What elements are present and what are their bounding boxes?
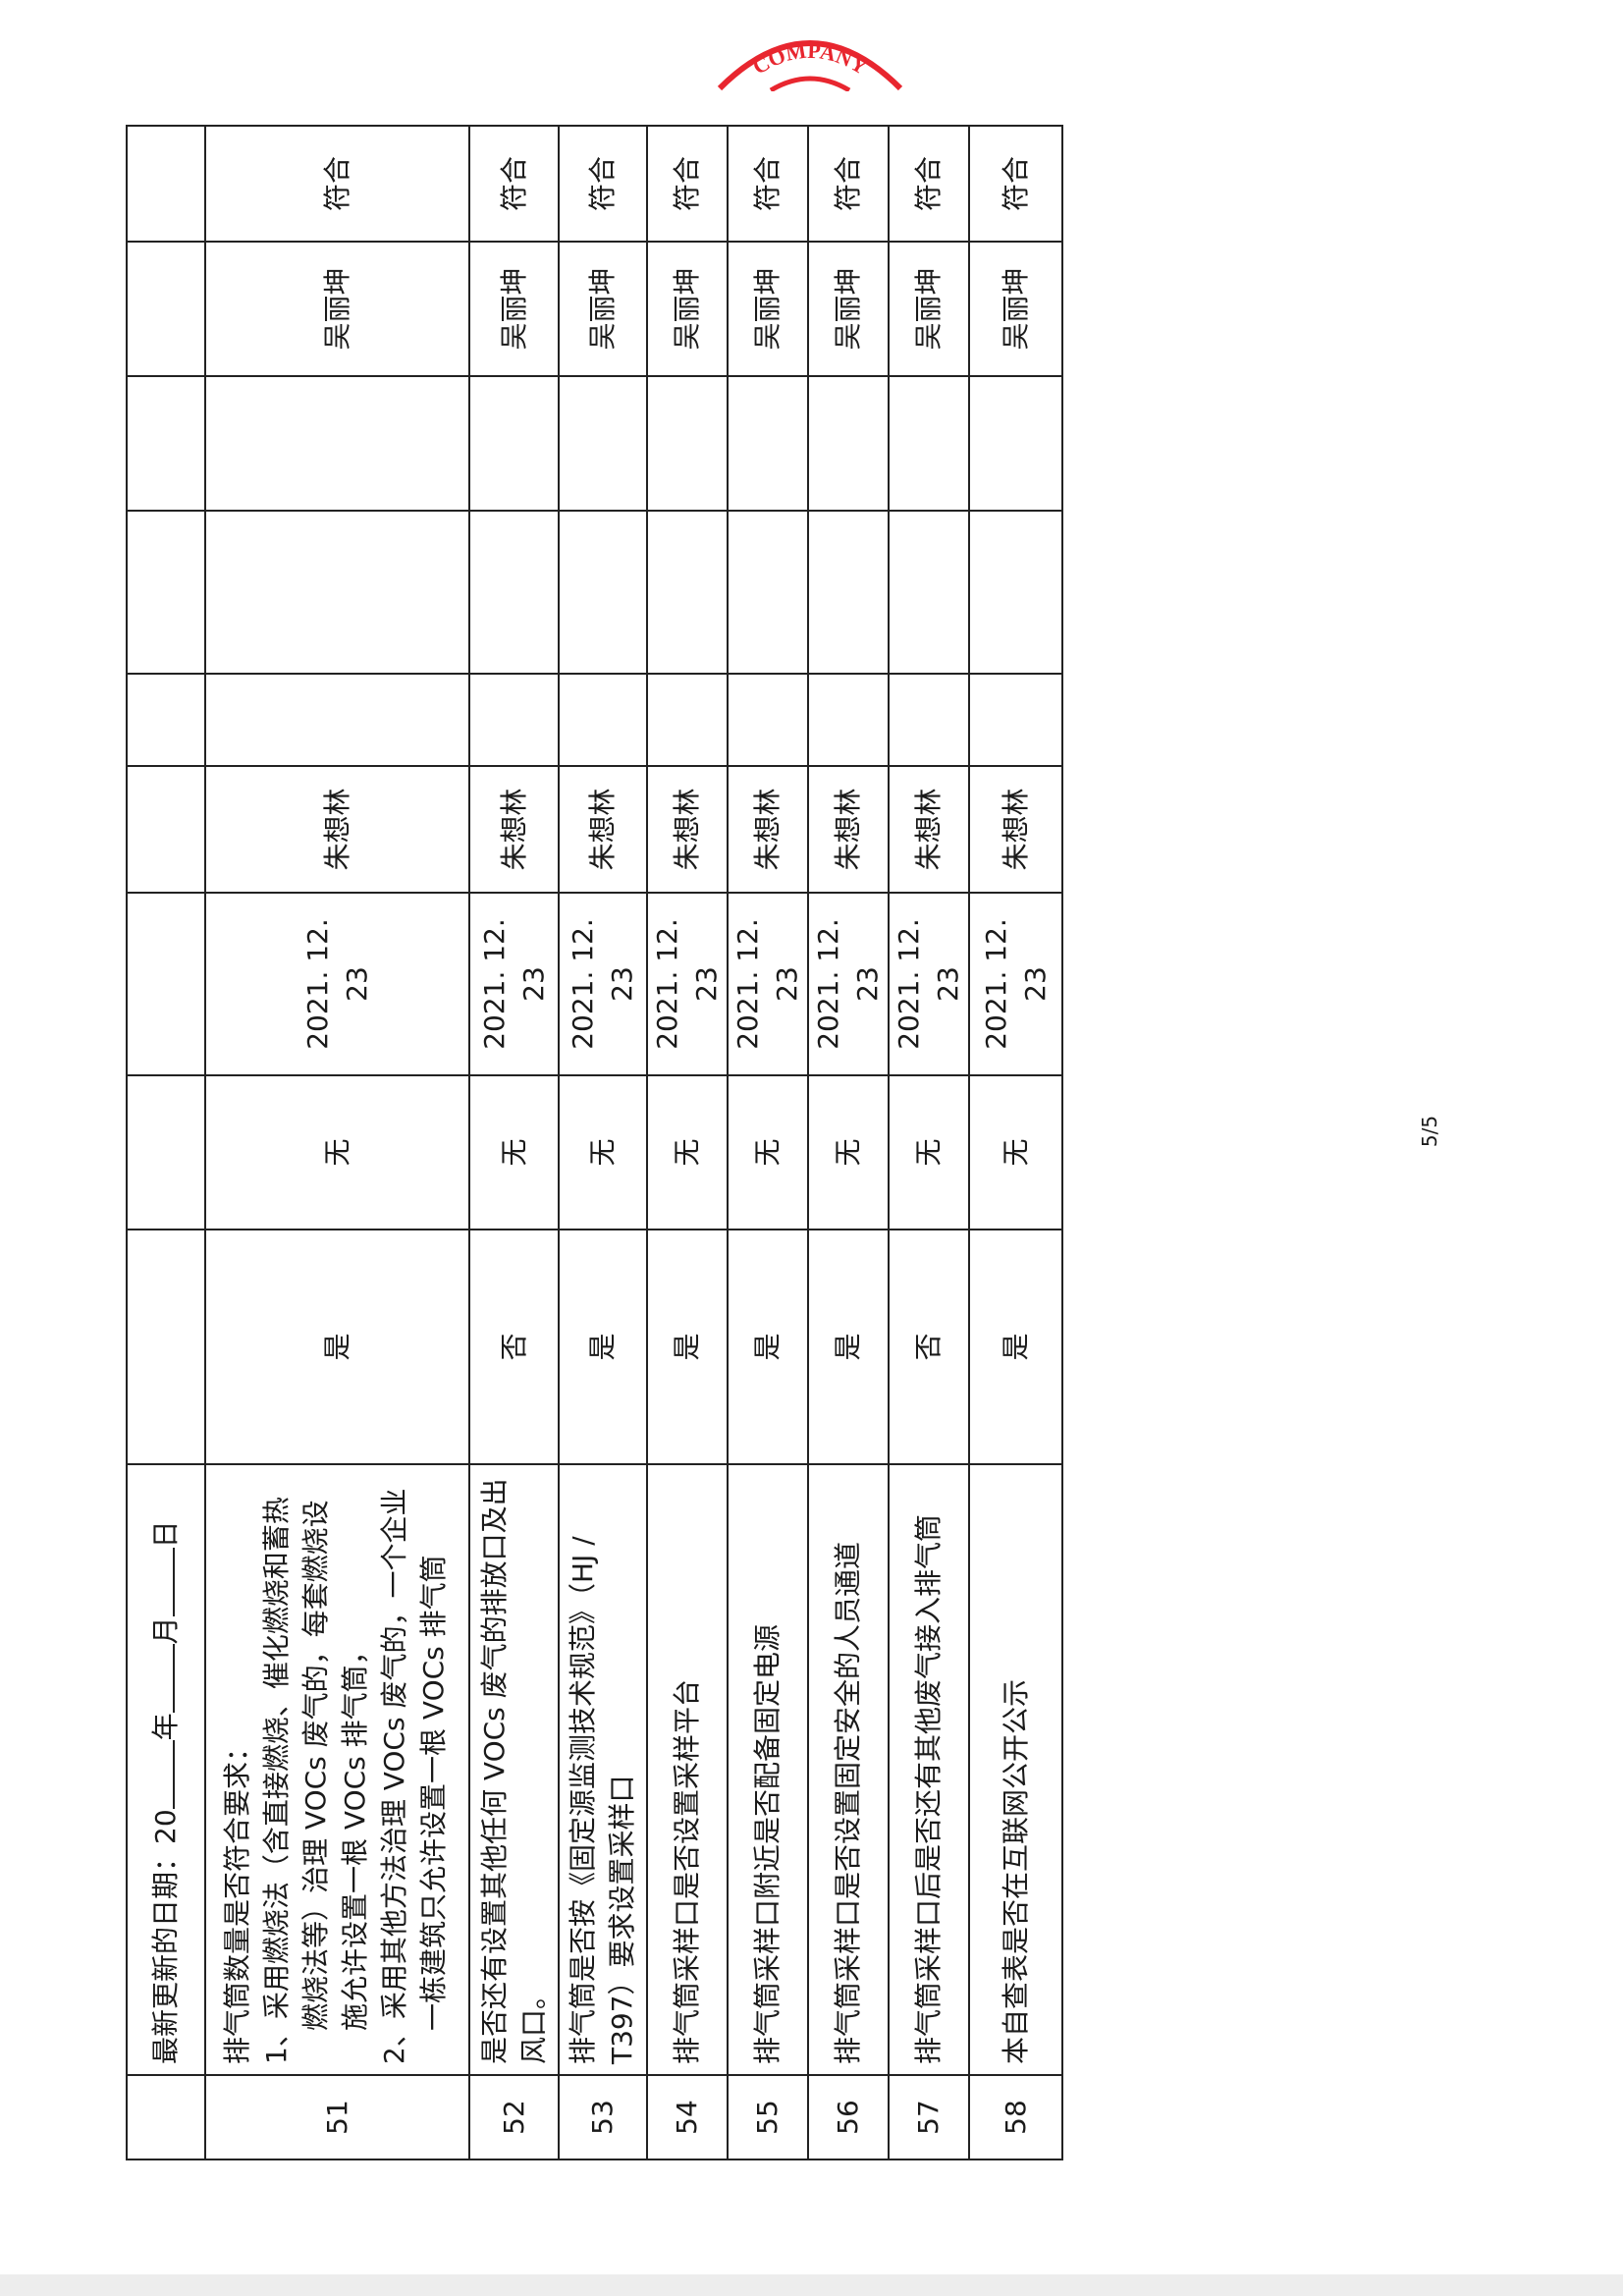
check-item: 排气筒采样口是否设置固定安全的人员通道	[808, 1464, 889, 2075]
reviewer: 吴丽坤	[889, 242, 969, 376]
check-item: 排气筒数量是否符合要求： 1、采用燃烧法（含直接燃烧、催化燃烧和蓄热燃烧法等）治…	[205, 1464, 469, 2075]
measure: 无	[469, 1075, 559, 1230]
result: 符合	[469, 126, 559, 242]
update-date: 最新更新的日期：20 年 月 日	[127, 1464, 205, 2075]
date: 2021. 12. 23	[969, 893, 1062, 1075]
answer: 是	[969, 1230, 1062, 1464]
table-row: 55 排气筒采样口附近是否配备固定电源是无 2021. 12. 23 朱想林 吴丽坤 符合	[728, 126, 808, 2159]
date: 2021. 12. 23	[808, 893, 889, 1075]
table-row: 53 排气筒是否按《固定源监测技术规范》（HJ / T397）要求设置采样口是无 2…	[559, 126, 647, 2159]
check-item-point-2: 2、采用其他方法治理 VOCs 废气的，一个企业一栋建筑只允许设置一根 VOCs…	[378, 1488, 450, 2064]
person: 朱想林	[647, 766, 728, 893]
date: 2021. 12. 23	[205, 893, 469, 1075]
answer: 否	[469, 1230, 559, 1464]
reviewer: 吴丽坤	[728, 242, 808, 376]
reviewer: 吴丽坤	[469, 242, 559, 376]
row-number: 52	[469, 2075, 559, 2159]
row-number: 55	[728, 2075, 808, 2159]
table-row: 58 本自查表是否在互联网公开公示是无 2021. 12. 23 朱想林 吴丽坤 符合	[969, 126, 1062, 2159]
answer: 否	[889, 1230, 969, 1464]
table-row: 56 排气筒采样口是否设置固定安全的人员通道是无 2021. 12. 23 朱想林 吴丽…	[808, 126, 889, 2159]
check-item: 是否还有设置其他任何 VOCs 废气的排放口及出风口。	[469, 1464, 559, 2075]
measure: 无	[728, 1075, 808, 1230]
measure: 无	[205, 1075, 469, 1230]
scan-edge	[0, 2274, 1623, 2296]
row-number: 54	[647, 2075, 728, 2159]
row-number: 57	[889, 2075, 969, 2159]
result: 符合	[647, 126, 728, 242]
check-item-title: 排气筒数量是否符合要求：	[221, 1733, 253, 2064]
table-row: 57 排气筒采样口后是否还有其他废气接入排气筒否无 2021. 12. 23 朱想林 吴…	[889, 126, 969, 2159]
result: 符合	[559, 126, 647, 242]
svg-text:COMPANY: COMPANY	[748, 38, 872, 80]
day-label: 日	[149, 1520, 182, 1549]
person: 朱想林	[808, 766, 889, 893]
row-number: 51	[205, 2075, 469, 2159]
reviewer: 吴丽坤	[559, 242, 647, 376]
row-number: 58	[969, 2075, 1062, 2159]
answer: 是	[647, 1230, 728, 1464]
measure: 无	[559, 1075, 647, 1230]
check-item-point-1: 1、采用燃烧法（含直接燃烧、催化燃烧和蓄热燃烧法等）治理 VOCs 废气的，每套…	[260, 1497, 371, 2064]
result: 符合	[205, 126, 469, 242]
reviewer: 吴丽坤	[647, 242, 728, 376]
result: 符合	[728, 126, 808, 242]
company-stamp: COMPANY	[717, 38, 903, 91]
year-label: 年	[149, 1713, 182, 1741]
update-date-label: 最新更新的日期：20	[149, 1809, 182, 2064]
measure: 无	[808, 1075, 889, 1230]
date: 2021. 12. 23	[559, 893, 647, 1075]
measure: 无	[647, 1075, 728, 1230]
check-item: 排气筒采样口后是否还有其他废气接入排气筒	[889, 1464, 969, 2075]
self-check-table: 最新更新的日期：20 年 月 日 51 排气筒数量是否符合要求： 1、采用燃烧法（含直…	[126, 126, 1062, 2160]
result: 符合	[889, 126, 969, 242]
person: 朱想林	[205, 766, 469, 893]
person: 朱想林	[559, 766, 647, 893]
table-row: 54 排气筒采样口是否设置采样平台是无 2021. 12. 23 朱想林 吴丽坤 符合	[647, 126, 728, 2159]
row-number: 53	[559, 2075, 647, 2159]
month-label: 月	[149, 1616, 182, 1645]
reviewer: 吴丽坤	[205, 242, 469, 376]
person: 朱想林	[728, 766, 808, 893]
check-item: 本自查表是否在互联网公开公示	[969, 1464, 1062, 2075]
update-date-row: 最新更新的日期：20 年 月 日	[127, 126, 205, 2159]
answer: 是	[205, 1230, 469, 1464]
result: 符合	[969, 126, 1062, 242]
table-row: 51 排气筒数量是否符合要求： 1、采用燃烧法（含直接燃烧、催化燃烧和蓄热燃烧法…	[205, 126, 469, 2159]
row-number: 56	[808, 2075, 889, 2159]
person: 朱想林	[969, 766, 1062, 893]
page-number: 5/5	[1418, 1115, 1442, 1148]
measure: 无	[889, 1075, 969, 1230]
person: 朱想林	[889, 766, 969, 893]
answer: 是	[808, 1230, 889, 1464]
check-item: 排气筒采样口附近是否配备固定电源	[728, 1464, 808, 2075]
date: 2021. 12. 23	[889, 893, 969, 1075]
check-item: 排气筒采样口是否设置采样平台	[647, 1464, 728, 2075]
reviewer: 吴丽坤	[808, 242, 889, 376]
result: 符合	[808, 126, 889, 242]
date: 2021. 12. 23	[469, 893, 559, 1075]
measure: 无	[969, 1075, 1062, 1230]
check-item: 排气筒是否按《固定源监测技术规范》（HJ / T397）要求设置采样口	[559, 1464, 647, 2075]
reviewer: 吴丽坤	[969, 242, 1062, 376]
table-row: 52 是否还有设置其他任何 VOCs 废气的排放口及出风口。否无 2021. 12.…	[469, 126, 559, 2159]
date: 2021. 12. 23	[728, 893, 808, 1075]
person: 朱想林	[469, 766, 559, 893]
answer: 是	[728, 1230, 808, 1464]
date: 2021. 12. 23	[647, 893, 728, 1075]
answer: 是	[559, 1230, 647, 1464]
